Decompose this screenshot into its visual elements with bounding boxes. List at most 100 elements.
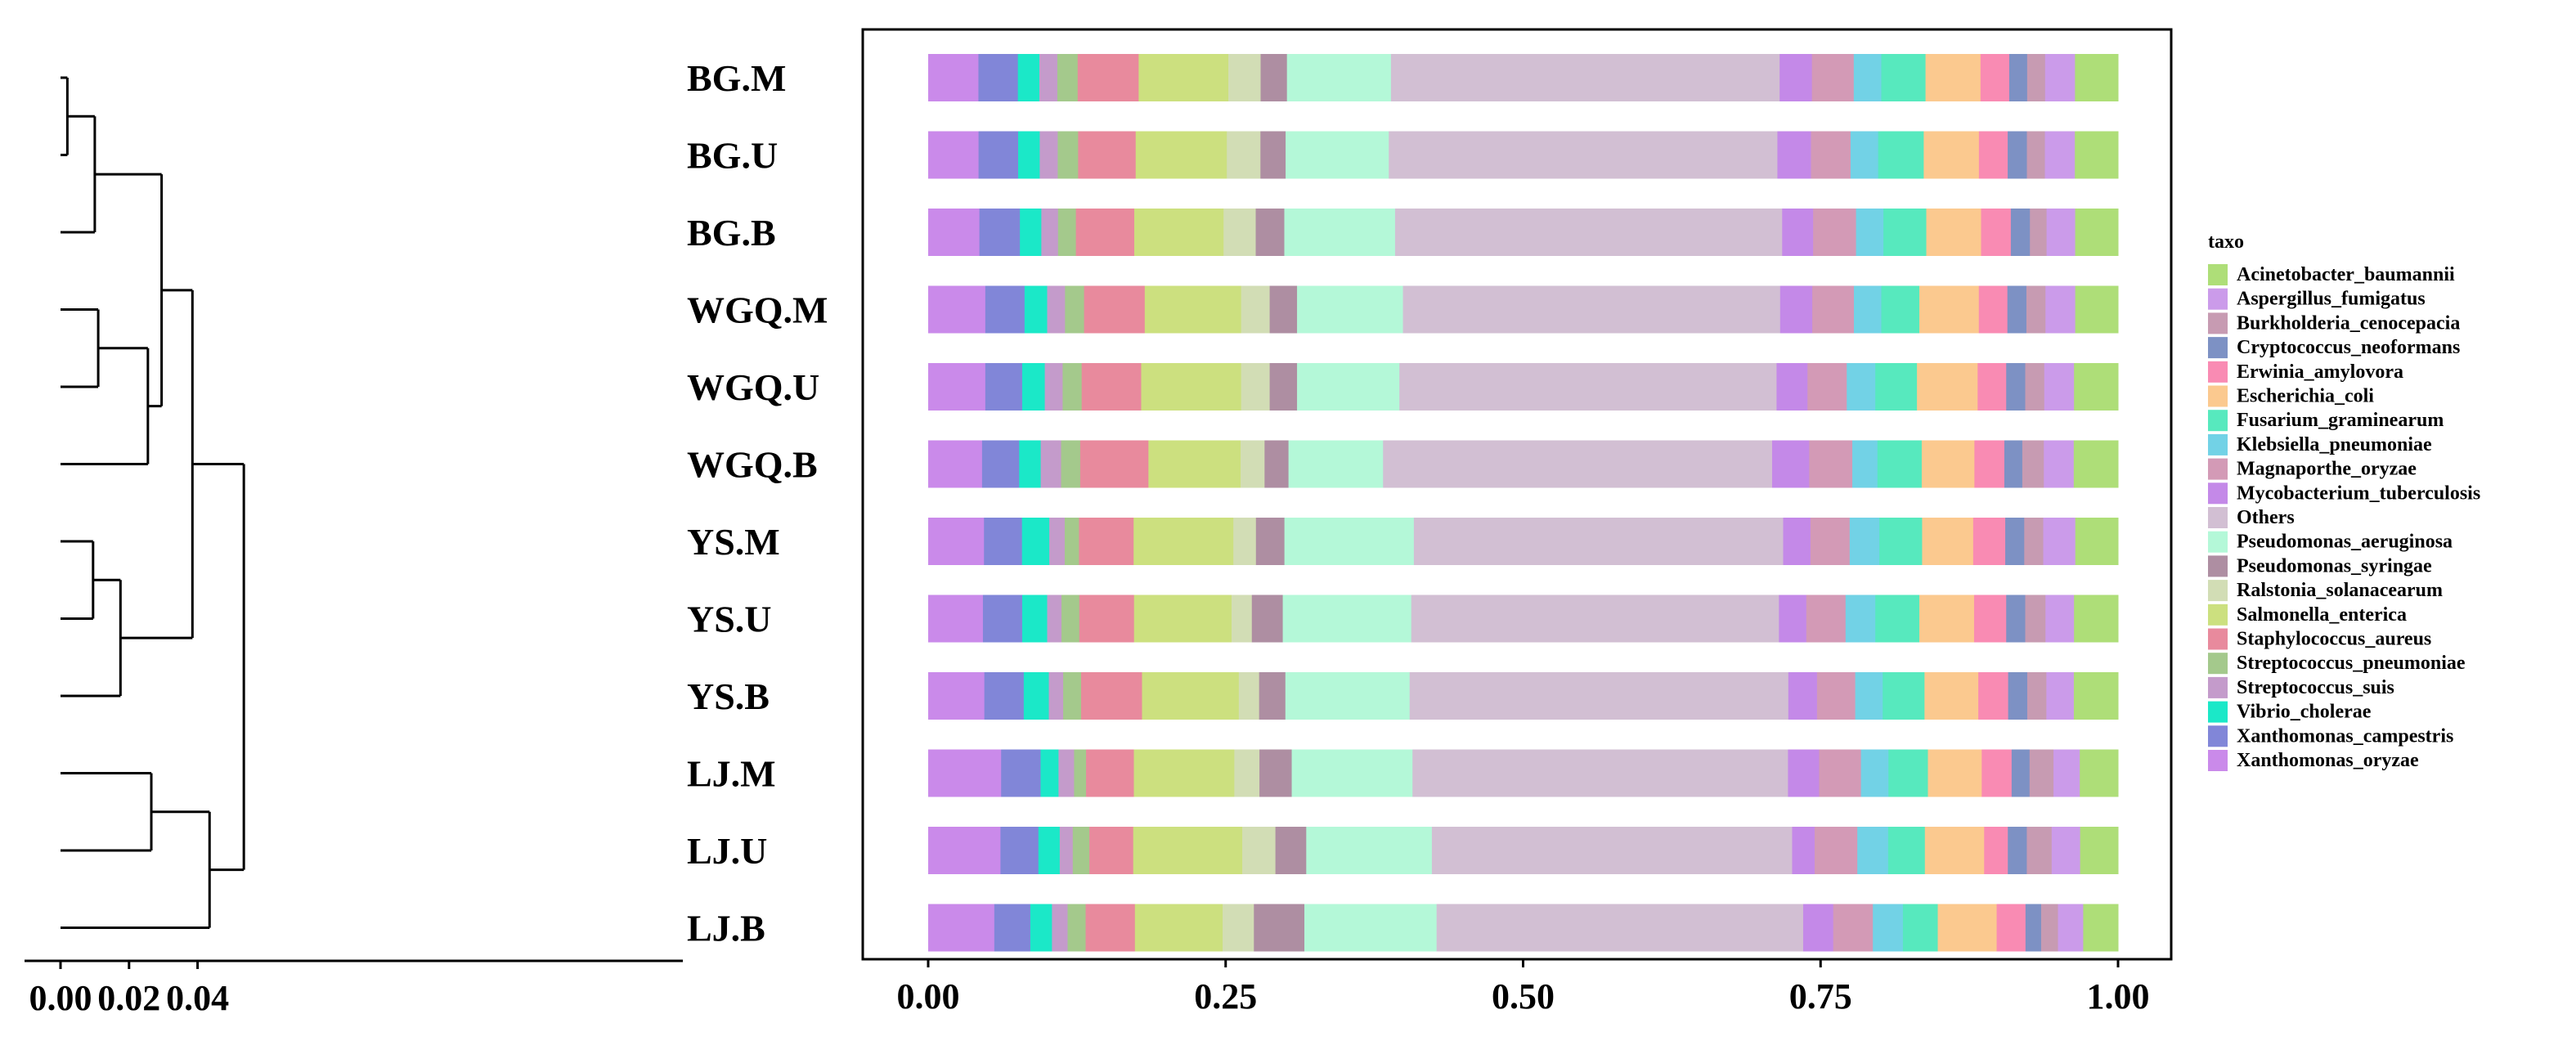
bar-segment: [1902, 904, 1939, 952]
bar-segment: [1783, 518, 1811, 565]
bar-segment: [2008, 131, 2028, 179]
bar-segment: [2008, 54, 2028, 101]
bar-segment: [1297, 363, 1400, 411]
bar-panel-border: [861, 28, 2173, 961]
bar-segment: [1811, 54, 1855, 101]
bar-segment: [1077, 54, 1139, 101]
bar-segment: [1255, 518, 1286, 565]
dendrogram-x-axis: 0.00 0.02 0.04: [25, 959, 683, 1018]
legend-swatch: [2208, 410, 2228, 432]
bar-segment: [1251, 595, 1284, 643]
bar-segment: [1041, 209, 1059, 256]
bar-segment: [2080, 749, 2119, 797]
bar-segment: [1133, 595, 1232, 643]
bar-segment: [1223, 904, 1254, 952]
legend: taxo Acinetobacter_baumannii Aspergillus_f…: [2208, 231, 2480, 771]
bar-segment: [1242, 827, 1277, 874]
bar-segment: [2073, 440, 2119, 488]
legend-label: Erwinia_amylovora: [2237, 361, 2403, 383]
bar-segment: [1086, 749, 1135, 797]
bar-segment: [2004, 440, 2023, 488]
dendrogram-tick-label: 0.00: [29, 978, 92, 1018]
bar-segment: [984, 518, 1023, 565]
bar-segment: [1232, 595, 1253, 643]
legend-label: Aspergillus_fumigatus: [2237, 289, 2426, 310]
legend-swatch: [2208, 312, 2228, 334]
bar-segment: [1286, 54, 1392, 101]
bar-segment: [1044, 363, 1063, 411]
legend-label: Others: [2237, 507, 2295, 528]
legend-swatch: [2208, 628, 2228, 650]
bar-segment: [2075, 131, 2119, 179]
bar-segment: [1058, 749, 1075, 797]
bar-segment: [2026, 54, 2046, 101]
bar-segment: [1061, 595, 1080, 643]
bar-segment: [1141, 363, 1242, 411]
bar-segment: [2025, 904, 2042, 952]
bar-segment: [928, 749, 1002, 797]
bar-segment: [1877, 440, 1923, 488]
dendrogram: [61, 76, 245, 929]
legend-swatch: [2208, 725, 2228, 747]
bar-segment: [2074, 363, 2119, 411]
bar-segment: [1038, 827, 1061, 874]
bar-segment: [928, 209, 981, 256]
bar-segment: [1782, 209, 1814, 256]
bar-segment: [2010, 209, 2031, 256]
legend-swatch: [2208, 361, 2228, 383]
bar-segment: [1064, 518, 1079, 565]
bar-segment: [1779, 595, 1807, 643]
bar-segment: [1024, 285, 1048, 334]
bar-segment: [1260, 131, 1286, 179]
bar-segment: [2073, 672, 2119, 720]
bar-segment: [1021, 518, 1050, 565]
legend-label: Salmonella_enterica: [2237, 604, 2407, 626]
bar-segment: [1306, 827, 1433, 874]
bar-segment: [1259, 749, 1293, 797]
bar-segment: [1241, 285, 1271, 334]
bar-segment: [1972, 518, 2006, 565]
bar-segment: [1856, 209, 1884, 256]
legend-label: Klebsiella_pneumoniae: [2237, 434, 2432, 455]
bar-segment: [1978, 131, 2008, 179]
bar-segment: [2029, 749, 2054, 797]
bar-segment: [928, 672, 985, 720]
legend-label: Burkholderia_cenocepacia: [2237, 312, 2460, 334]
bar-segment: [1228, 54, 1262, 101]
bar-segment: [1855, 672, 1883, 720]
bar-segment: [1919, 285, 1980, 334]
bar-segment: [1138, 54, 1229, 101]
bar-segment: [1133, 749, 1235, 797]
bar-segment: [1402, 285, 1781, 334]
bar-segment: [1819, 749, 1862, 797]
legend-label: Xanthomonas_campestris: [2237, 725, 2453, 747]
legend-label: Pseudomonas_aeruginosa: [2237, 532, 2453, 553]
bar-segment: [1807, 363, 1847, 411]
bar-segment: [1284, 209, 1396, 256]
stacked-bars: [928, 54, 2119, 952]
bar-segment: [1017, 54, 1040, 101]
bar-segment: [1040, 749, 1059, 797]
bar-segment: [2075, 285, 2119, 334]
bar-segment: [1937, 904, 1998, 952]
bar-segment: [1409, 672, 1789, 720]
bar-segment: [928, 440, 983, 488]
bar-segment: [1815, 827, 1858, 874]
bar-segment: [1234, 749, 1260, 797]
bar-segment: [2006, 363, 2026, 411]
bar-segment: [1062, 363, 1083, 411]
bar-segment: [1978, 285, 2008, 334]
bar-segment: [1048, 672, 1064, 720]
bar-segment: [1875, 363, 1918, 411]
legend-title: taxo: [2208, 231, 2244, 253]
bar-segment: [928, 285, 986, 334]
bar-segment: [1286, 131, 1389, 179]
bar-segment: [928, 54, 979, 101]
bar-segment: [1833, 904, 1874, 952]
bar-segment: [1771, 440, 1810, 488]
bar-segment: [1390, 54, 1780, 101]
bar-segment: [1030, 904, 1052, 952]
bar-segment: [1875, 595, 1920, 643]
bar-segment: [1977, 363, 2007, 411]
bar-segment: [1924, 672, 1979, 720]
